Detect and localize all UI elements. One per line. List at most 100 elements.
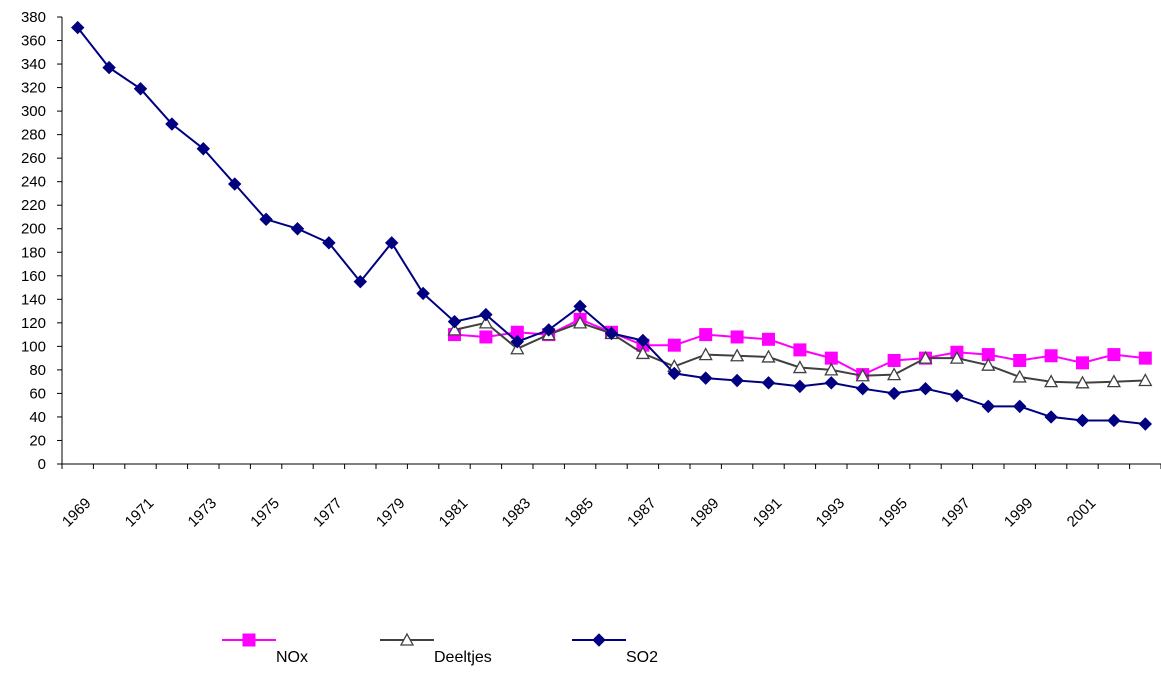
data-point-so2 [133,82,148,96]
legend-marker-so2 [592,633,606,647]
data-point-deeltjes [981,357,996,371]
x-tick-label: 1989 [687,495,723,531]
legend-item-nox: NOx [222,633,308,666]
y-tick-label: 100 [21,338,46,355]
data-point-nox [699,328,713,342]
data-point-deeltjes [792,360,807,374]
data-point-so2 [1138,417,1153,431]
data-point-so2 [322,236,336,250]
y-tick-label: 40 [29,409,46,426]
data-point-so2 [698,371,713,385]
y-tick-label: 220 [21,197,46,214]
data-point-deeltjes [855,368,870,382]
data-point-deeltjes [824,362,839,376]
data-point-deeltjes [730,348,745,362]
y-tick-label: 320 [21,80,46,97]
y-tick-label: 160 [21,268,46,285]
data-point-nox [667,338,681,352]
x-tick-label: 1987 [624,495,660,531]
y-tick-label: 340 [21,56,46,73]
axes: 0 20 40 60 80 100 120 140 160 180 200 220 240 260 280 3… [21,9,1161,530]
data-point-so2 [1075,413,1090,428]
x-tick-label: 1969 [59,495,95,531]
legend-item-so2: SO2 [572,633,658,666]
data-point-so2 [761,376,776,390]
data-point-so2 [793,379,807,394]
data-point-so2 [981,399,996,414]
data-point-so2 [196,142,211,156]
data-point-nox [1044,349,1058,363]
legend-item-deeltjes: Deeltjes [380,632,492,666]
data-point-nox [479,330,493,344]
legend: NOx Deeltjes SO2 [222,632,658,666]
x-tick-label: 1997 [938,495,974,531]
legend-marker-nox [242,633,256,647]
data-point-nox [1013,353,1027,367]
data-point-deeltjes [1138,373,1153,387]
data-point-deeltjes [949,350,964,364]
y-tick-label: 60 [29,385,46,402]
data-point-so2 [604,326,619,341]
data-point-so2 [384,236,399,250]
data-point-nox [730,330,744,344]
data-point-nox [1138,351,1152,365]
data-point-nox [762,332,775,346]
data-point-deeltjes [761,349,776,363]
x-tick-label: 1973 [185,495,221,531]
data-point-so2 [353,274,368,289]
data-point-so2 [730,373,744,388]
data-point-so2 [887,386,901,401]
data-point-so2 [824,376,839,390]
data-point-so2 [1107,413,1121,428]
data-point-nox [793,343,807,357]
data-point-deeltjes [447,322,462,336]
data-point-so2 [447,314,462,329]
legend-label-nox: NOx [276,649,308,666]
x-tick-label: 2001 [1064,495,1100,531]
data-point-so2 [510,334,525,349]
y-tick-label: 300 [21,103,46,120]
y-tick-label: 20 [29,432,46,449]
data-point-so2 [541,323,556,337]
data-point-deeltjes [635,346,650,360]
data-point-so2 [918,382,933,396]
x-tick-label: 1995 [875,495,911,531]
data-point-deeltjes [1106,374,1121,388]
data-point-so2 [290,222,305,236]
x-tick-label: 1991 [750,495,786,531]
data-point-deeltjes [1044,374,1059,388]
x-tick-label: 1993 [813,495,849,531]
y-tick-label: 80 [29,362,46,379]
data-point-nox [1076,356,1089,370]
x-tick-label: 1977 [310,495,346,531]
y-tick-label: 240 [21,174,46,191]
data-point-deeltjes [698,347,713,361]
x-tick-label: 1975 [247,495,283,531]
y-tick-label: 180 [21,244,46,261]
data-point-so2 [102,60,116,75]
y-tick-label: 200 [21,221,46,238]
data-point-so2 [573,299,587,314]
data-point-nox [1107,348,1121,362]
data-point-deeltjes [1012,369,1027,383]
data-point-deeltjes [918,350,933,364]
data-point-deeltjes [1075,375,1090,389]
x-tick-label: 1971 [122,495,158,531]
series-layer [70,20,1153,431]
data-point-so2 [1044,410,1058,424]
data-point-so2 [70,20,85,35]
x-tick-label: 1999 [1001,495,1037,531]
data-point-so2 [227,177,242,191]
data-point-so2 [259,212,273,227]
y-tick-label: 120 [21,315,46,332]
x-tick-label: 1979 [373,495,409,531]
y-tick-label: 280 [21,127,46,144]
legend-label-deeltjes: Deeltjes [434,649,492,666]
data-point-deeltjes [478,315,493,329]
data-point-so2 [165,117,179,131]
data-point-so2 [416,286,430,301]
data-point-so2 [479,307,493,322]
series-so2 [70,20,1153,431]
